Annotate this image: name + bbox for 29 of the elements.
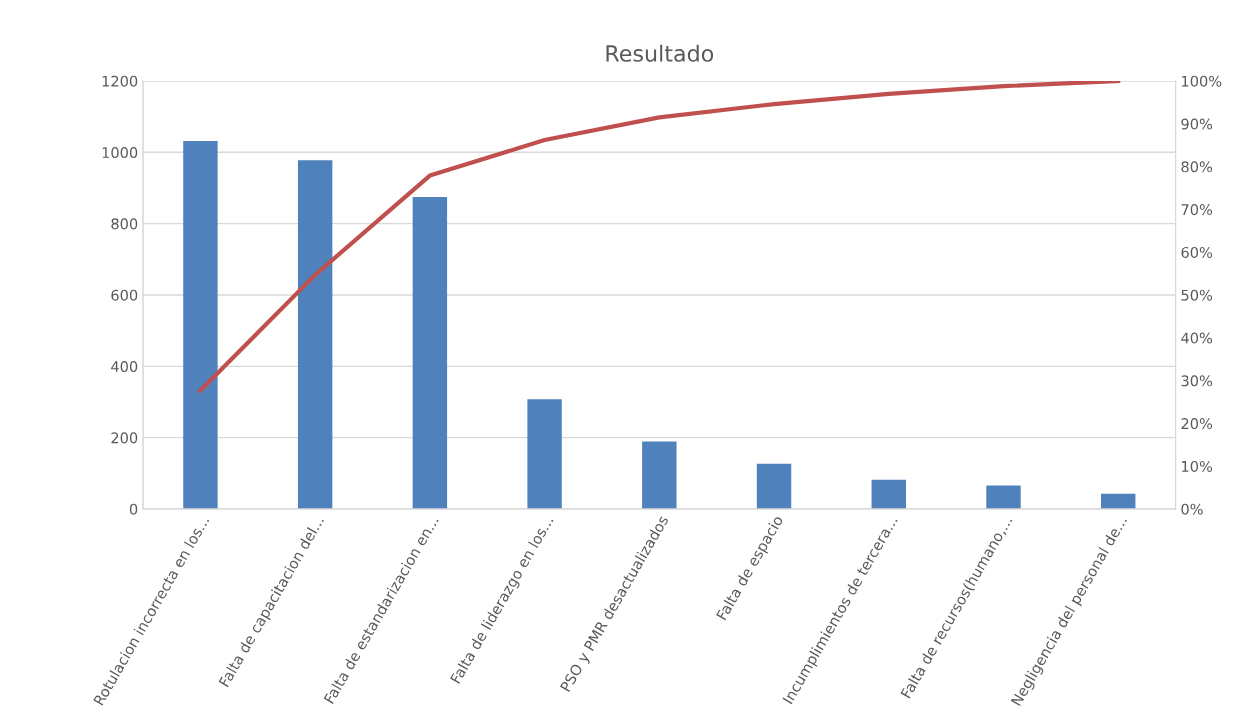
y-tick-label: 1000 [102,147,138,159]
y2-tick-label: 100% [1182,75,1222,87]
bar [871,479,906,509]
y2-tick-label: 30% [1181,375,1213,387]
y-tick-label: 400 [111,361,138,373]
y2-tick-label: 70% [1181,204,1213,216]
y2-tick-label: 60% [1181,246,1213,258]
bar [642,441,677,509]
bar [297,160,333,509]
y2-tick-label: 40% [1181,332,1213,344]
y2-tick-label: 80% [1181,161,1213,173]
y-tick-label: 800 [111,218,138,230]
y-tick-label: 600 [111,289,138,301]
y2-tick-label: 10% [1182,460,1213,472]
bar [986,485,1021,509]
y2-tick-label: 50% [1181,289,1213,301]
bar [756,463,792,509]
bar [183,140,218,509]
bar [527,399,562,509]
y-tick-label: 200 [111,432,138,444]
y2-tick-label: 20% [1181,418,1213,430]
line-series [198,80,1121,393]
y-tick-label: 1200 [102,75,138,87]
bar [1101,493,1136,509]
bar [412,196,448,509]
chart-title: Resultado [606,44,714,62]
y2-tick-label: 90% [1181,118,1213,130]
y-tick-label: 0 [129,503,138,515]
y2-tick-label: 0% [1181,503,1203,515]
